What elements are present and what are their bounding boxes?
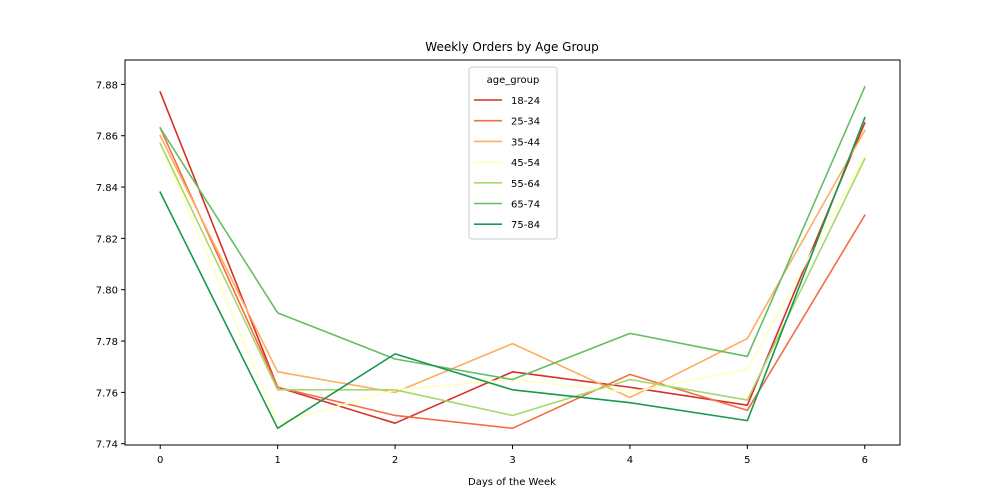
chart-title: Weekly Orders by Age Group <box>425 40 598 54</box>
y-tick-label: 7.76 <box>96 388 118 399</box>
x-tick-label: 3 <box>509 455 515 466</box>
series-line-35-44 <box>159 129 866 399</box>
y-tick-label: 7.84 <box>96 183 118 194</box>
x-tick-label: 4 <box>627 455 633 466</box>
legend-label-18-24: 18-24 <box>511 96 540 107</box>
series-line-55-64 <box>159 142 866 417</box>
x-tick-label: 2 <box>392 455 398 466</box>
y-tick-label: 7.78 <box>96 337 118 348</box>
plot-area: 0 1 2 3 4 5 6 7.74 7.76 7.78 7.80 7.82 7.84 7.86 7.88 <box>96 59 901 466</box>
legend-box <box>468 66 558 240</box>
legend-label-65-74: 65-74 <box>511 200 540 211</box>
legend-title: age_group <box>487 75 540 86</box>
y-tick-label: 7.82 <box>96 234 118 245</box>
x-tick-label: 5 <box>744 455 750 466</box>
x-tick-label: 1 <box>274 455 280 466</box>
y-tick-label: 7.88 <box>96 80 118 91</box>
legend-label-55-64: 55-64 <box>511 179 540 190</box>
series-line-25-34 <box>159 126 866 430</box>
x-axis-title: Days of the Week <box>468 477 556 488</box>
x-tick-label: 0 <box>157 455 163 466</box>
y-tick-label: 7.80 <box>96 286 118 297</box>
legend-label-25-34: 25-34 <box>511 117 540 128</box>
legend-label-45-54: 45-54 <box>511 158 540 169</box>
legend-label-75-84: 75-84 <box>511 220 540 231</box>
legend: age_group 18-24 25-34 35-44 45-54 55-64 65-74 7… <box>468 66 558 240</box>
y-tick-label: 7.74 <box>96 440 118 451</box>
y-tick-label: 7.86 <box>96 132 118 143</box>
x-tick-label: 6 <box>862 455 868 466</box>
legend-label-35-44: 35-44 <box>511 137 540 148</box>
series-line-65-74 <box>159 85 866 381</box>
series-line-75-84 <box>159 116 866 430</box>
